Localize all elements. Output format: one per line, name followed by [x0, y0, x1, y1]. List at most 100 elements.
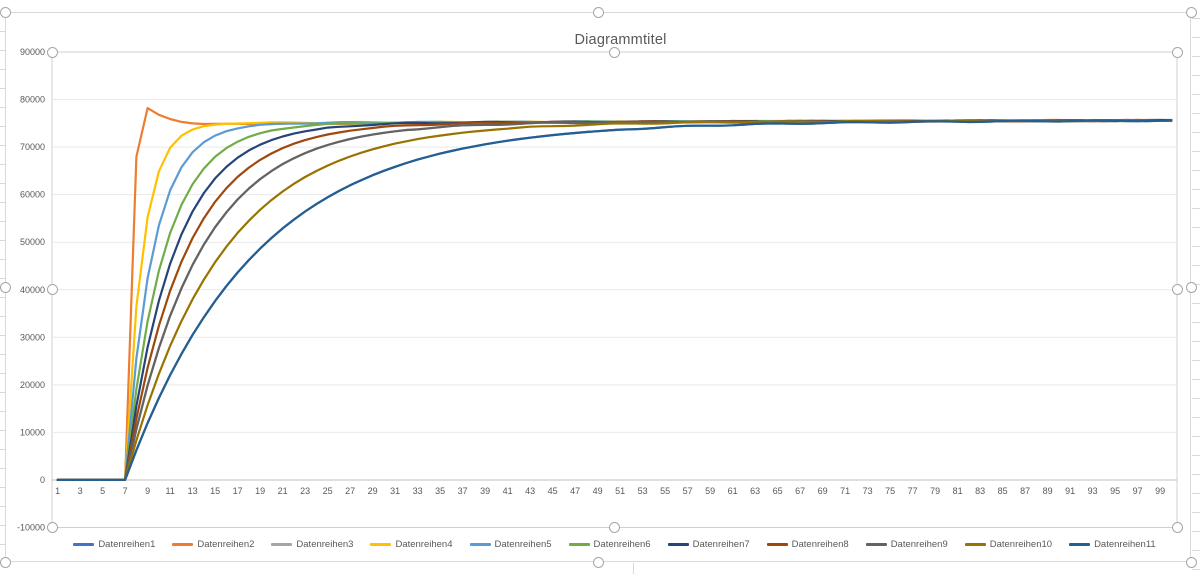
sheet-row-line — [0, 240, 5, 241]
series-line-datenreihen7[interactable] — [56, 118, 1173, 481]
x-tick-label: 35 — [435, 486, 445, 496]
sheet-row-line — [1192, 398, 1200, 399]
sheet-row-line — [1192, 227, 1200, 228]
selection-handle-plot-mid-right[interactable] — [1171, 284, 1183, 295]
legend-item-datenreihen1[interactable]: Datenreihen1 — [73, 539, 155, 550]
legend-label: Datenreihen3 — [296, 539, 354, 550]
x-tick-label: 37 — [458, 486, 468, 496]
legend-swatch-icon — [964, 543, 986, 546]
selection-handle-outer-top-right[interactable] — [1185, 6, 1197, 18]
series-line-datenreihen11[interactable] — [56, 119, 1173, 481]
series-line-datenreihen9[interactable] — [56, 118, 1173, 481]
selection-handle-plot-top-left[interactable] — [46, 46, 58, 58]
x-tick-label: 57 — [683, 486, 693, 496]
series-line-datenreihen6[interactable] — [56, 118, 1173, 481]
x-tick-label: 5 — [100, 486, 105, 496]
legend-item-datenreihen8[interactable]: Datenreihen8 — [766, 539, 849, 550]
selection-handle-outer-bottom-right[interactable] — [1185, 556, 1197, 568]
sheet-row-line — [1192, 474, 1200, 475]
series-line-datenreihen1[interactable] — [56, 119, 1173, 481]
x-tick-label: 79 — [930, 486, 940, 496]
sheet-column-line — [633, 563, 634, 574]
series-line-datenreihen2[interactable] — [56, 106, 1173, 481]
x-tick-label: 45 — [548, 486, 558, 496]
x-tick-label: 97 — [1133, 486, 1143, 496]
selection-handle-plot-bottom-left[interactable] — [46, 521, 58, 533]
series-line-datenreihen10[interactable] — [56, 118, 1173, 481]
legend-item-datenreihen3[interactable]: Datenreihen3 — [271, 539, 353, 550]
x-tick-label: 81 — [953, 486, 963, 496]
legend-item-datenreihen5[interactable]: Datenreihen5 — [469, 539, 552, 550]
chart-title[interactable]: Diagrammtitel — [574, 32, 667, 48]
sheet-row-line — [0, 392, 5, 393]
y-axis[interactable]: -10000 0 10000 20000 30000 40000 50000 60000 700… — [17, 47, 1177, 533]
x-axis[interactable]: 1 3 5 7 9 11 13 15 17 19 21 23 25 27 29 31 33 35 37 39 41 43 4… — [55, 486, 1165, 496]
x-tick-label: 25 — [323, 486, 333, 496]
x-tick-label: 31 — [390, 486, 400, 496]
selection-handle-outer-mid-right[interactable] — [1185, 281, 1197, 293]
x-tick-label: 11 — [165, 486, 174, 496]
sheet-row-line — [1192, 379, 1200, 380]
selection-handle-outer-bottom-left[interactable] — [0, 556, 11, 568]
legend-item-datenreihen4[interactable]: Datenreihen4 — [370, 539, 453, 550]
sheet-row-line — [0, 544, 5, 545]
selection-handle-outer-top-center[interactable] — [592, 6, 604, 18]
y-tick-label: 80000 — [20, 95, 45, 105]
legend[interactable]: Datenreihen1 Datenreihen2 Datenreihen3 Date… — [52, 539, 1177, 550]
legend-swatch-icon — [766, 543, 788, 546]
selection-handle-plot-mid-left[interactable] — [46, 284, 58, 295]
y-tick-label: 60000 — [20, 190, 45, 200]
series-line-datenreihen8[interactable] — [56, 118, 1173, 481]
sheet-row-line — [1192, 37, 1200, 38]
legend-item-datenreihen9[interactable]: Datenreihen9 — [865, 539, 948, 550]
x-tick-label: 27 — [345, 486, 355, 496]
x-tick-label: 61 — [728, 486, 738, 496]
sheet-row-line — [1192, 189, 1200, 190]
sheet-row-line — [0, 468, 5, 469]
series-line-datenreihen5[interactable] — [56, 118, 1173, 481]
selection-handle-outer-top-left[interactable] — [0, 6, 11, 18]
selection-handle-outer-bottom-center[interactable] — [592, 556, 604, 568]
series-line-datenreihen3[interactable] — [56, 118, 1173, 481]
sheet-row-line — [0, 411, 5, 412]
legend-item-datenreihen2[interactable]: Datenreihen2 — [172, 539, 254, 550]
sheet-row-line — [0, 50, 5, 51]
sheet-row-line — [1192, 56, 1200, 57]
sheet-row-line — [1192, 208, 1200, 209]
selection-handle-plot-top-center[interactable] — [609, 46, 620, 58]
x-tick-label: 55 — [660, 486, 670, 496]
sheet-row-line — [1192, 436, 1200, 437]
x-tick-label: 65 — [773, 486, 783, 496]
legend-item-datenreihen11[interactable]: Datenreihen11 — [1069, 539, 1156, 550]
legend-item-datenreihen6[interactable]: Datenreihen6 — [568, 539, 651, 550]
legend-item-datenreihen10[interactable]: Datenreihen10 — [964, 539, 1052, 550]
legend-label: Datenreihen7 — [692, 539, 750, 550]
selection-handle-plot-bottom-right[interactable] — [1171, 521, 1183, 533]
x-tick-label: 21 — [278, 486, 288, 496]
chart-area[interactable]: Diagrammtitel — [5, 12, 1191, 562]
legend-label: Datenreihen5 — [494, 539, 552, 550]
legend-label: Datenreihen6 — [593, 539, 651, 550]
series-line-datenreihen4[interactable] — [56, 118, 1173, 481]
legend-swatch-icon — [865, 543, 887, 546]
legend-swatch-icon — [568, 543, 590, 546]
sheet-row-line — [1192, 512, 1200, 513]
sheet-row-line — [1192, 493, 1200, 494]
sheet-row-line — [1192, 341, 1200, 342]
sheet-row-line — [0, 221, 5, 222]
selection-handle-plot-top-right[interactable] — [1171, 46, 1183, 58]
sheet-row-line — [0, 373, 5, 374]
x-tick-label: 9 — [145, 486, 150, 496]
sheet-row-line — [1192, 18, 1200, 19]
x-tick-label: 1 — [55, 486, 60, 496]
legend-item-datenreihen7[interactable]: Datenreihen7 — [667, 539, 750, 550]
sheet-row-line — [0, 202, 5, 203]
selection-handle-outer-mid-left[interactable] — [0, 281, 11, 293]
x-tick-label: 13 — [188, 486, 198, 496]
legend-swatch-icon — [73, 543, 95, 546]
selection-handle-plot-bottom-center[interactable] — [609, 521, 620, 533]
y-tick-label: 70000 — [20, 142, 45, 152]
sheet-row-line — [0, 449, 5, 450]
x-tick-label: 77 — [908, 486, 918, 496]
